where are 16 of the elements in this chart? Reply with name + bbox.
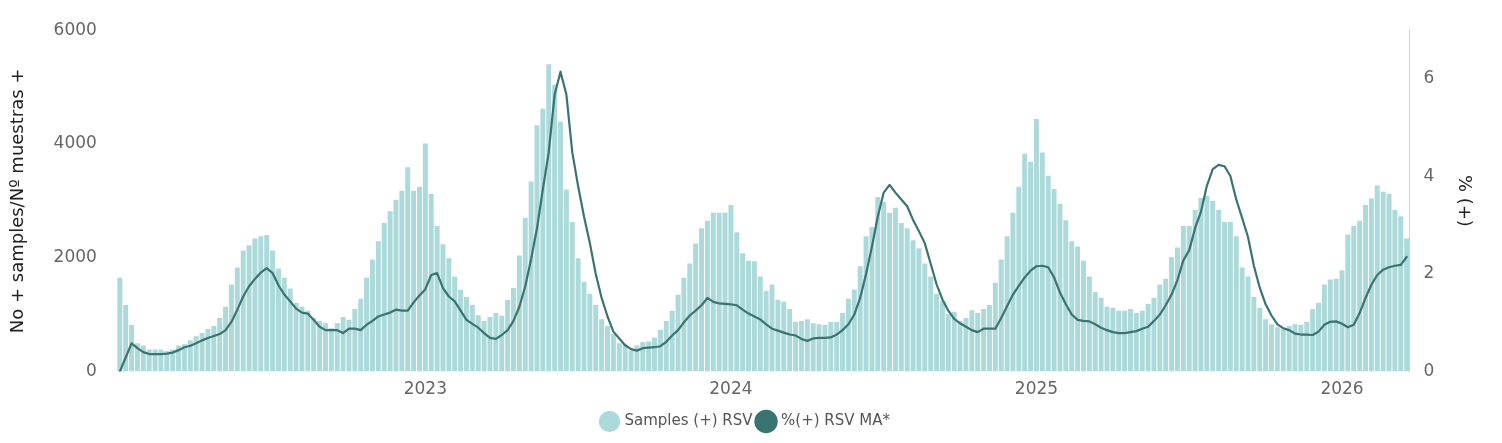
y-tick-label: 6000 — [53, 18, 97, 39]
x-tick-label: 2025 — [1014, 378, 1059, 399]
y-axis-title: No + samples/Nº muestras + — [6, 68, 28, 334]
y2-tick-label: 6 — [1423, 67, 1435, 88]
y2-axis-title: % (+) — [1454, 174, 1476, 227]
x-tick-label: 2026 — [1320, 378, 1364, 399]
y2-tick-label: 4 — [1423, 164, 1435, 185]
x-tick-label: 2023 — [403, 378, 447, 399]
y-tick-label: 0 — [86, 360, 97, 381]
legend-label: Samples (+) RSV — [624, 411, 754, 430]
y2-tick-label: 2 — [1423, 262, 1435, 283]
y-tick-label: 2000 — [53, 246, 97, 267]
x-tick-label: 2024 — [709, 378, 753, 399]
y-tick-label: 4000 — [53, 132, 97, 153]
y2-tick-label: 0 — [1423, 360, 1435, 381]
legend-label: %(+) RSV MA* — [781, 411, 891, 430]
